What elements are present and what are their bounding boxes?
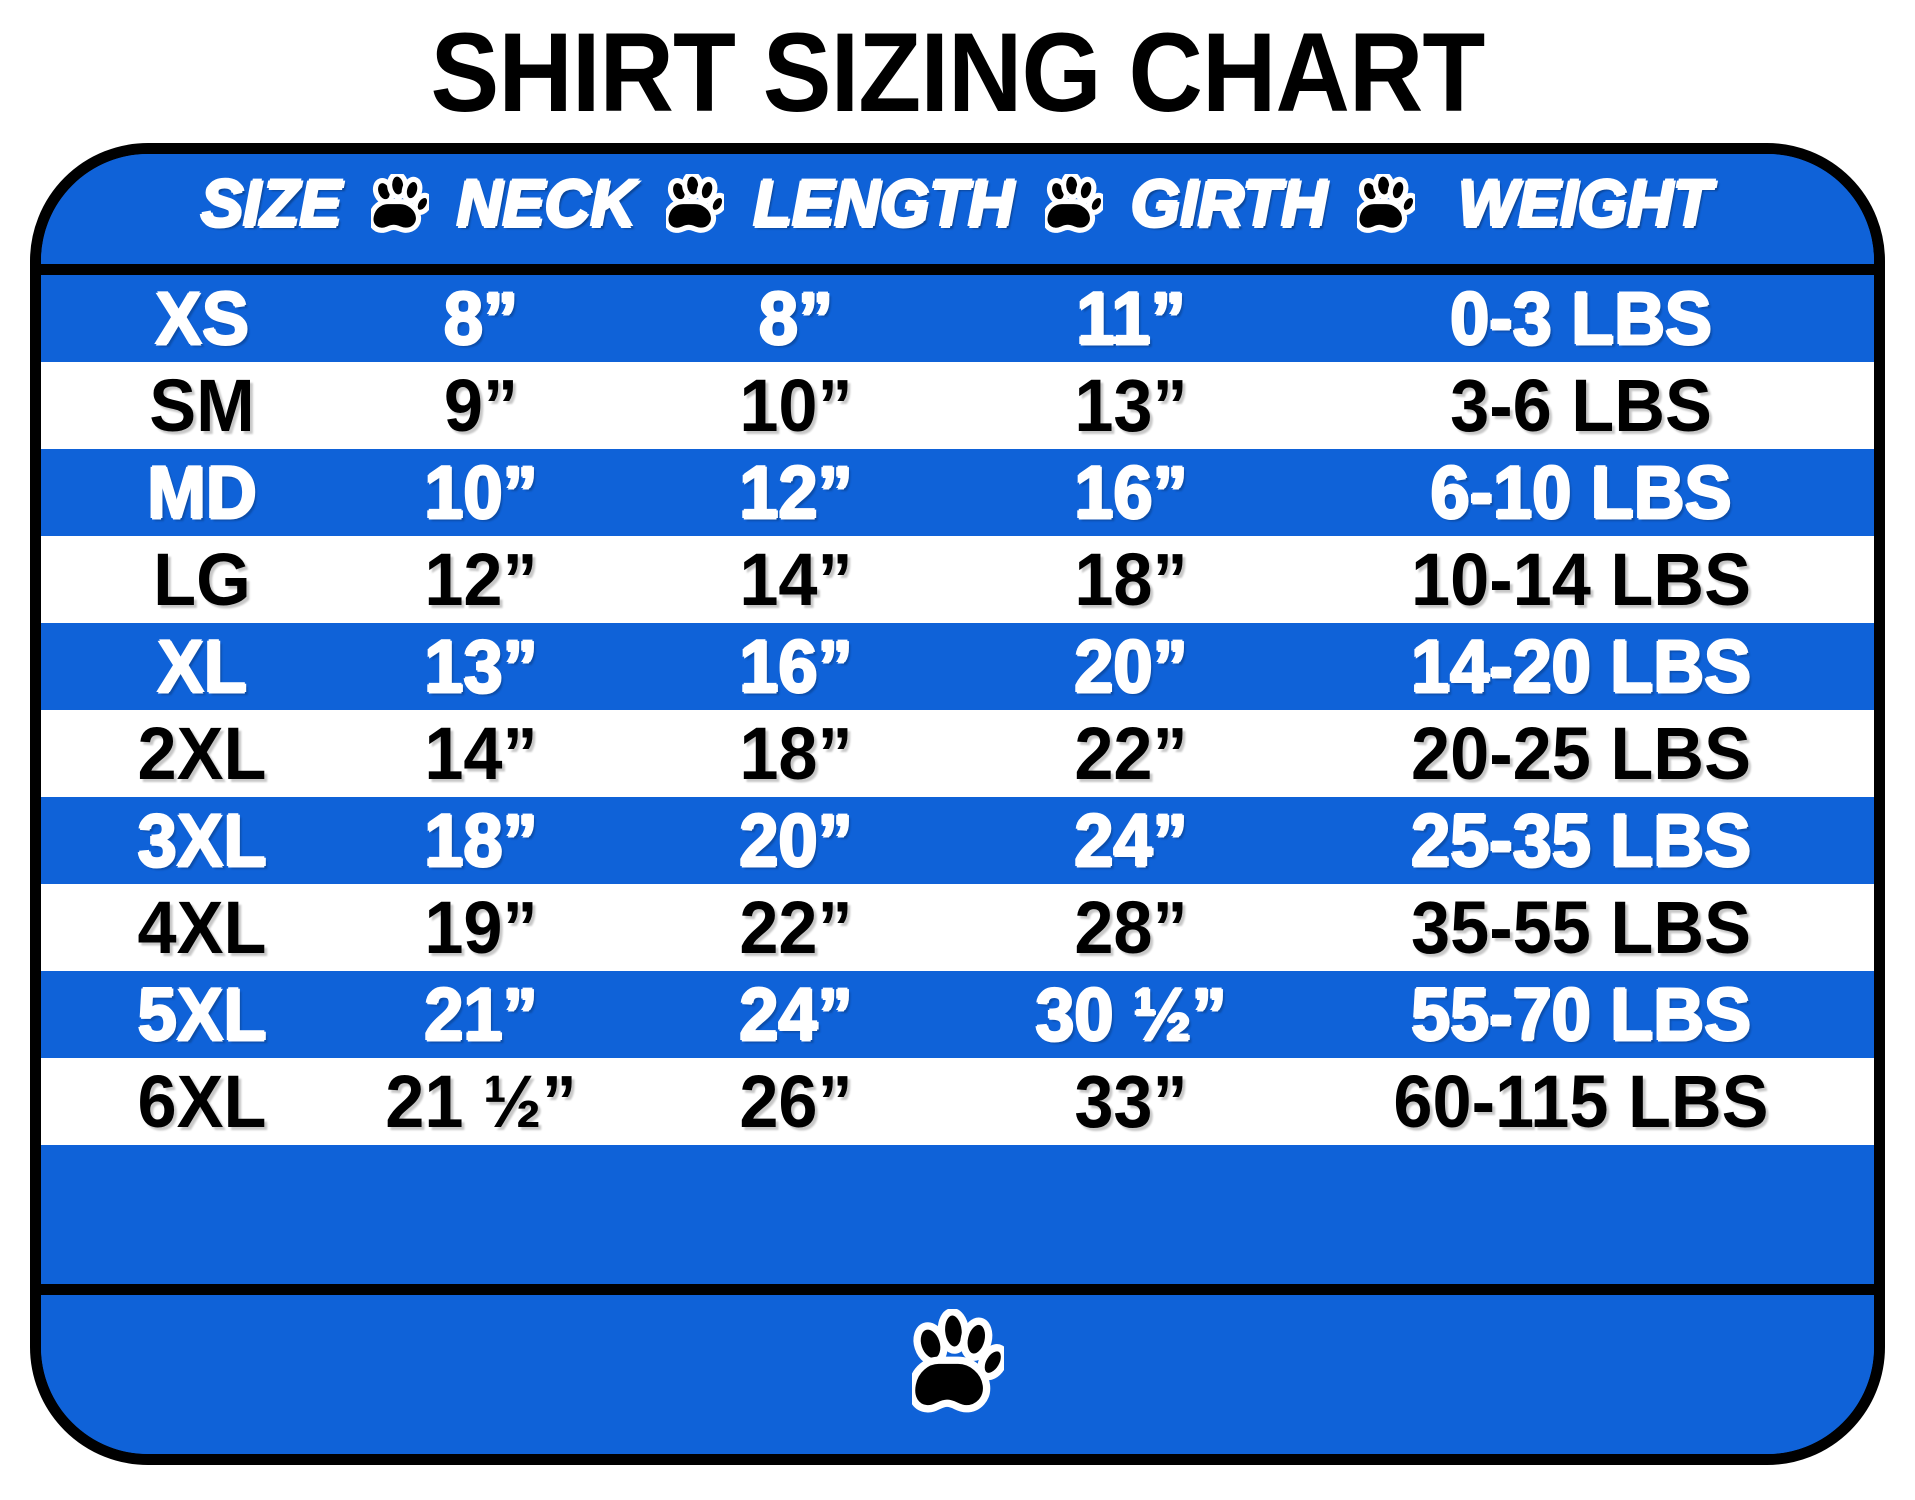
column-header-girth: GIRTH (1131, 166, 1328, 240)
cell-size: LG (153, 537, 251, 621)
table-header-band: SIZE NECK (41, 154, 1874, 275)
cell-neck: 8” (443, 276, 519, 360)
cell-neck: 18” (424, 798, 538, 882)
table-row: 6XL 21 ½” 26” 33” 60-115 LBS (41, 1058, 1874, 1145)
cell-neck: 13” (424, 624, 538, 708)
table-row: LG 12” 14” 18” 10-14 LBS (41, 536, 1874, 623)
paw-print-icon (665, 174, 724, 236)
cell-weight: 20-25 LBS (1411, 711, 1751, 795)
cell-size: MD (147, 450, 257, 534)
cell-length: 18” (739, 711, 853, 795)
cell-weight: 55-70 LBS (1411, 972, 1751, 1056)
cell-girth: 24” (1074, 798, 1188, 882)
column-header-size: SIZE (200, 166, 342, 240)
cell-neck: 21” (424, 972, 538, 1056)
table-row: 4XL 19” 22” 28” 35-55 LBS (41, 884, 1874, 971)
table-row: SM 9” 10” 13” 3-6 LBS (41, 362, 1874, 449)
cell-girth: 30 ½” (1035, 972, 1227, 1056)
paw-print-icon (911, 1309, 1004, 1417)
cell-girth: 11” (1076, 276, 1186, 360)
cell-size: 2XL (137, 711, 267, 795)
cell-size: XS (155, 276, 249, 360)
cell-length: 24” (739, 972, 853, 1056)
table-row: 5XL 21” 24” 30 ½” 55-70 LBS (41, 971, 1874, 1058)
cell-weight: 25-35 LBS (1411, 798, 1751, 882)
cell-girth: 22” (1074, 711, 1188, 795)
cell-neck: 21 ½” (385, 1059, 577, 1143)
cell-girth: 28” (1074, 885, 1188, 969)
cell-length: 20” (739, 798, 853, 882)
table-row: XS 8” 8” 11” 0-3 LBS (41, 275, 1874, 362)
cell-girth: 18” (1074, 537, 1188, 621)
cell-size: XL (157, 624, 247, 708)
cell-neck: 10” (424, 450, 538, 534)
cell-size: 5XL (137, 972, 267, 1056)
table-header-row: SIZE NECK (41, 164, 1874, 242)
table-row: 3XL 18” 20” 24” 25-35 LBS (41, 797, 1874, 884)
cell-length: 12” (739, 450, 853, 534)
column-header-length: LENGTH (753, 166, 1014, 240)
page-title: SHIRT SIZING CHART (430, 10, 1486, 135)
table-row: XL 13” 16” 20” 14-20 LBS (41, 623, 1874, 710)
cell-girth: 16” (1074, 450, 1188, 534)
table-row: 2XL 14” 18” 22” 20-25 LBS (41, 710, 1874, 797)
sizing-table: XS 8” 8” 11” 0-3 LBS SM 9” 10” 13” 3-6 L… (41, 275, 1874, 1145)
cell-weight: 14-20 LBS (1411, 624, 1751, 708)
column-header-neck: NECK (456, 166, 636, 240)
cell-length: 8” (758, 276, 834, 360)
cell-weight: 3-6 LBS (1450, 363, 1712, 447)
cell-girth: 13” (1074, 363, 1188, 447)
cell-neck: 14” (424, 711, 538, 795)
cell-weight: 35-55 LBS (1411, 885, 1751, 969)
paw-print-icon (1357, 174, 1416, 236)
cell-girth: 33” (1074, 1059, 1188, 1143)
cell-length: 14” (739, 537, 853, 621)
cell-weight: 60-115 LBS (1393, 1059, 1769, 1143)
cell-neck: 12” (424, 537, 538, 621)
cell-girth: 20” (1074, 624, 1188, 708)
cell-size: 4XL (137, 885, 267, 969)
cell-weight: 0-3 LBS (1450, 276, 1712, 360)
sizing-chart-card: SIZE NECK (30, 143, 1885, 1465)
column-header-weight: WEIGHT (1458, 166, 1712, 240)
cell-weight: 6-10 LBS (1430, 450, 1732, 534)
cell-neck: 19” (424, 885, 538, 969)
cell-length: 10” (739, 363, 853, 447)
cell-length: 22” (739, 885, 853, 969)
cell-size: 6XL (137, 1059, 267, 1143)
paw-print-icon (1044, 174, 1103, 236)
table-row: MD 10” 12” 16” 6-10 LBS (41, 449, 1874, 536)
cell-length: 16” (739, 624, 853, 708)
footer-band (41, 1284, 1874, 1454)
cell-weight: 10-14 LBS (1411, 537, 1751, 621)
cell-neck: 9” (443, 363, 519, 447)
cell-size: 3XL (137, 798, 267, 882)
cell-length: 26” (739, 1059, 853, 1143)
cell-size: SM (149, 363, 255, 447)
paw-print-icon (370, 174, 429, 236)
